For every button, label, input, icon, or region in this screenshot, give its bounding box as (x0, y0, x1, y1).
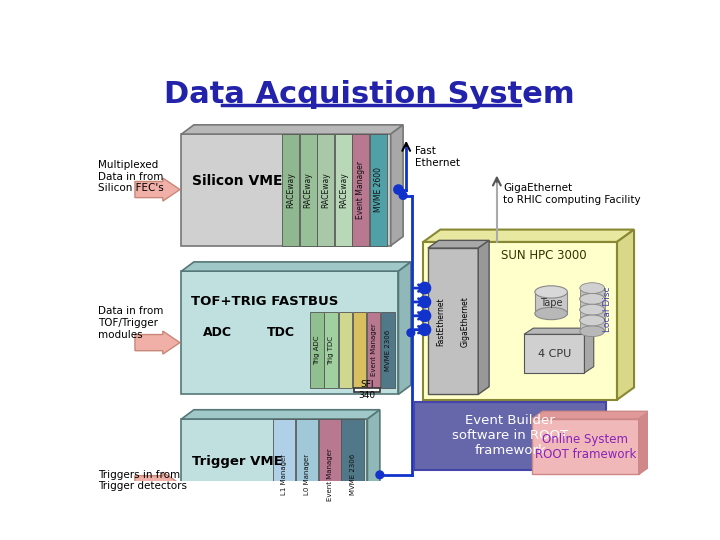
Bar (414, 402, 606, 470)
Polygon shape (478, 240, 489, 394)
Text: Trig TDC: Trig TDC (328, 335, 334, 364)
Polygon shape (135, 331, 180, 354)
Bar (370, 134, 387, 246)
Bar (282, 134, 299, 246)
Text: 4 CPU: 4 CPU (538, 348, 571, 359)
Text: RACEway: RACEway (321, 172, 330, 208)
Bar (335, 134, 351, 246)
Ellipse shape (580, 294, 605, 304)
Bar (353, 134, 369, 246)
Ellipse shape (580, 326, 605, 336)
Text: SFI
340: SFI 340 (359, 380, 376, 400)
Ellipse shape (580, 304, 605, 315)
Text: GigaEthernet: GigaEthernet (461, 296, 469, 347)
Polygon shape (532, 411, 649, 419)
Circle shape (394, 185, 403, 194)
Text: L0 Manager: L0 Manager (304, 454, 310, 495)
Text: Data Acquistion System: Data Acquistion System (163, 79, 575, 109)
Bar (181, 271, 398, 394)
Bar (296, 419, 318, 531)
Polygon shape (367, 410, 380, 531)
Text: SUN HPC 3000: SUN HPC 3000 (500, 249, 586, 262)
Bar (428, 248, 478, 394)
Text: Data in from
TOF/Trigger
modules: Data in from TOF/Trigger modules (98, 306, 163, 340)
Text: Triggers in from
Trigger detectors: Triggers in from Trigger detectors (98, 470, 186, 491)
Bar (353, 312, 366, 388)
Text: Event Builder
software in ROOT
framework: Event Builder software in ROOT framework (452, 414, 568, 457)
Polygon shape (181, 262, 411, 271)
Bar (319, 419, 341, 531)
Text: Trigger VME: Trigger VME (192, 455, 283, 468)
Bar (181, 134, 391, 246)
Text: L1 Manager: L1 Manager (281, 454, 287, 495)
Text: Silicon VME: Silicon VME (192, 174, 283, 188)
Bar (341, 419, 364, 531)
Ellipse shape (535, 286, 567, 298)
Text: Multiplexed
Data in from
Silicon FEC's: Multiplexed Data in from Silicon FEC's (98, 160, 163, 193)
Text: Event Manager: Event Manager (356, 161, 365, 219)
Polygon shape (428, 240, 489, 248)
Bar (580, 320, 605, 331)
Bar (310, 312, 323, 388)
Bar (580, 299, 605, 309)
Text: TOF+TRIG FASTBUS: TOF+TRIG FASTBUS (191, 295, 338, 308)
Polygon shape (181, 410, 380, 419)
Text: Event Manager: Event Manager (327, 448, 333, 501)
Text: ADC: ADC (203, 326, 232, 339)
Text: MVME 2306: MVME 2306 (349, 454, 356, 496)
Circle shape (376, 471, 384, 478)
Text: FastEthernet: FastEthernet (436, 297, 446, 346)
Polygon shape (617, 230, 634, 400)
Circle shape (407, 329, 415, 336)
Circle shape (419, 296, 431, 308)
Polygon shape (135, 472, 180, 495)
Bar (580, 309, 605, 320)
Text: RACEway: RACEway (339, 172, 348, 208)
Circle shape (419, 282, 431, 294)
Text: MVME 2306: MVME 2306 (385, 329, 391, 370)
Text: TDC: TDC (266, 326, 294, 339)
Polygon shape (181, 125, 403, 134)
Text: Fast
Ethernet: Fast Ethernet (415, 146, 461, 168)
Text: RACEway: RACEway (304, 172, 312, 208)
Polygon shape (398, 262, 411, 394)
Ellipse shape (580, 304, 605, 315)
Bar (354, 388, 380, 392)
Bar (532, 419, 639, 475)
Circle shape (419, 310, 431, 322)
Text: Trig ADC: Trig ADC (314, 335, 320, 364)
Ellipse shape (535, 307, 567, 320)
Bar (367, 312, 380, 388)
Bar (423, 242, 617, 400)
Bar (535, 292, 567, 314)
Ellipse shape (580, 294, 605, 304)
Text: Tape: Tape (540, 298, 562, 308)
Bar (381, 312, 395, 388)
Text: Online System
ROOT framework: Online System ROOT framework (534, 433, 636, 461)
Polygon shape (524, 328, 594, 334)
Circle shape (399, 192, 407, 199)
Text: MVME 2600: MVME 2600 (374, 167, 383, 212)
Text: RACEway: RACEway (286, 172, 295, 208)
Bar (338, 312, 352, 388)
Ellipse shape (580, 315, 605, 326)
Ellipse shape (580, 283, 605, 294)
Ellipse shape (580, 315, 605, 326)
Text: Local Disc: Local Disc (603, 287, 612, 333)
Polygon shape (391, 125, 403, 246)
Polygon shape (135, 178, 180, 201)
Bar (300, 134, 317, 246)
Polygon shape (585, 328, 594, 373)
Text: Event Manager: Event Manager (371, 323, 377, 376)
Polygon shape (639, 411, 649, 475)
Polygon shape (423, 230, 634, 242)
Bar (181, 419, 367, 531)
Bar (524, 334, 585, 373)
Bar (324, 312, 338, 388)
Bar (273, 419, 295, 531)
Bar (580, 288, 605, 299)
Bar (318, 134, 334, 246)
Circle shape (419, 324, 431, 335)
Text: GigaEthernet
to RHIC computing Facility: GigaEthernet to RHIC computing Facility (503, 184, 641, 205)
